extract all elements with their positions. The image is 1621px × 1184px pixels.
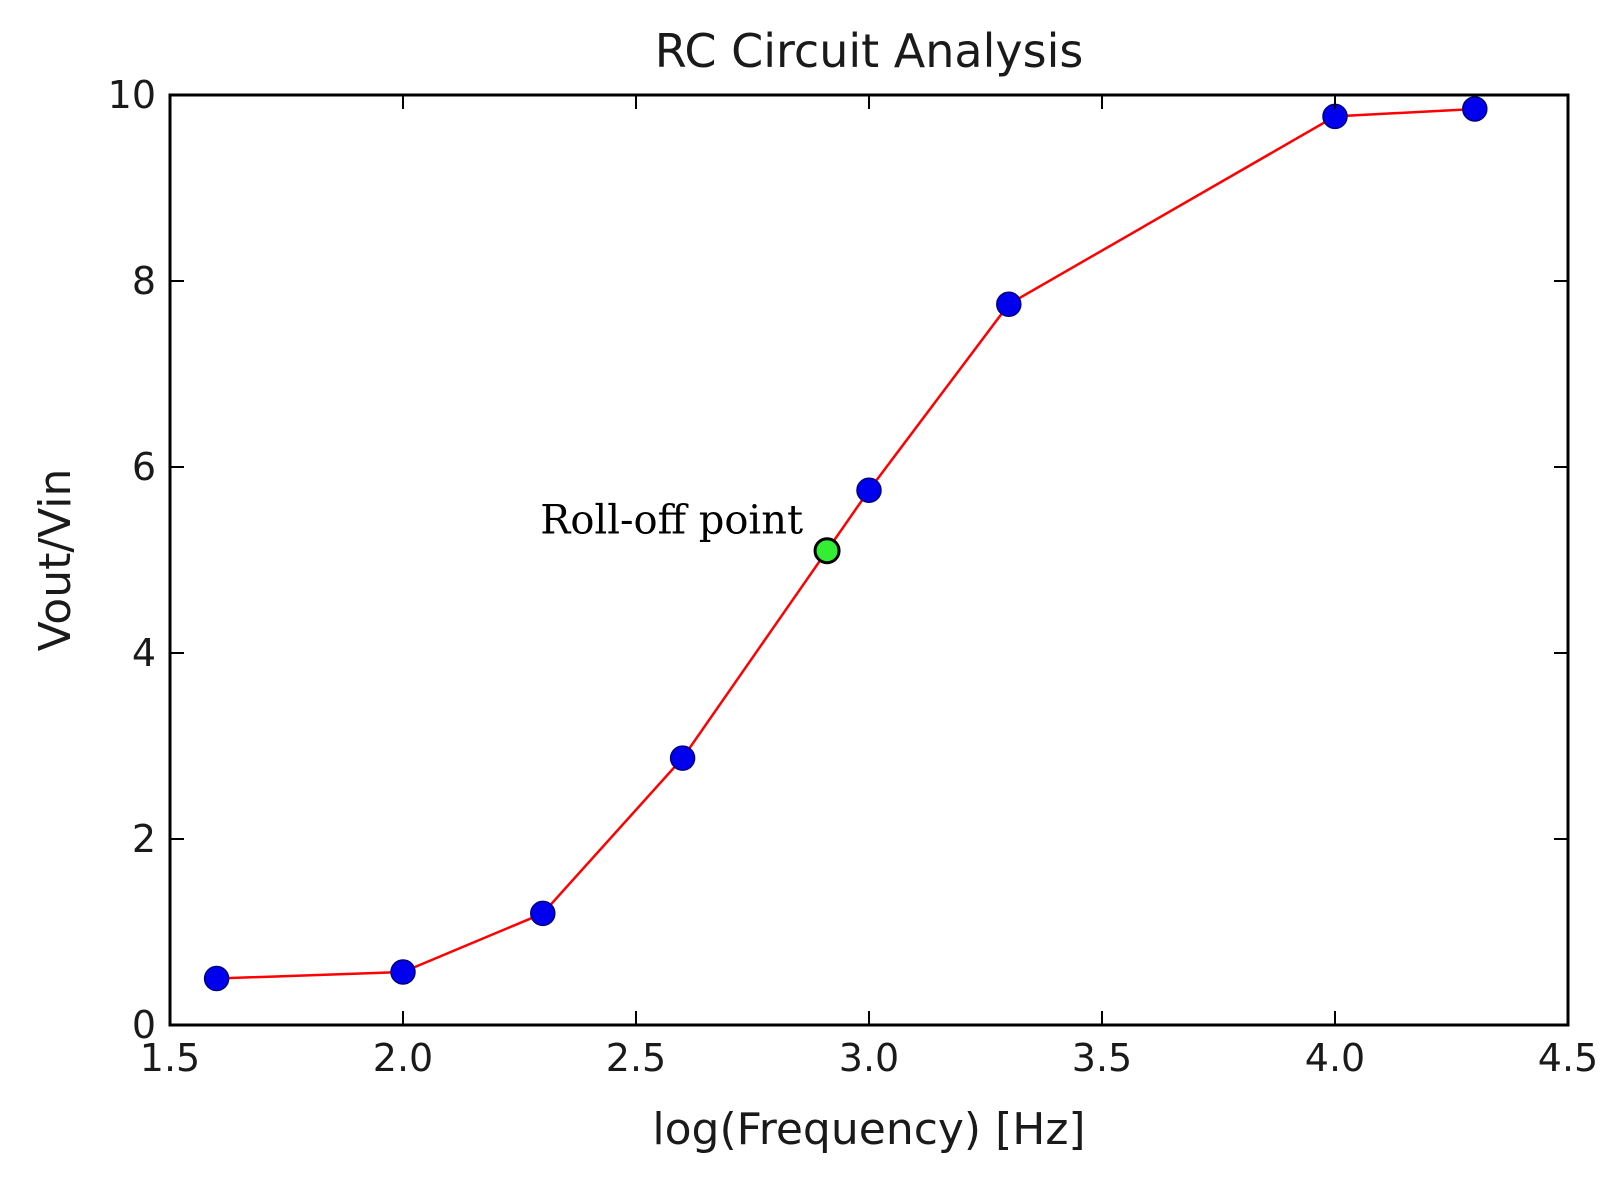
data-point: [856, 477, 882, 503]
y-tick-label: 4: [132, 631, 156, 675]
x-tick-label: 3.0: [839, 1036, 899, 1080]
data-point: [203, 965, 230, 992]
x-tick-label: 4.0: [1305, 1036, 1365, 1080]
data-point: [1462, 96, 1488, 122]
x-tick-label: 3.5: [1072, 1036, 1132, 1080]
y-tick-label: 6: [132, 445, 156, 489]
y-tick-label: 8: [132, 259, 156, 303]
data-point: [996, 291, 1022, 317]
data-point: [390, 959, 416, 985]
x-tick-label: 2.0: [373, 1036, 433, 1080]
rolloff-point-label: Roll-off point: [540, 498, 803, 544]
y-tick-label: 0: [132, 1003, 156, 1047]
plot-area: Roll-off point: [168, 93, 1570, 1027]
series-line: [216, 107, 1475, 980]
x-tick-label: 4.5: [1538, 1036, 1598, 1080]
plot-frame: [168, 93, 1570, 1027]
rolloff-point-marker: [813, 537, 841, 565]
x-tick-label: 2.5: [606, 1036, 666, 1080]
x-tick-label: 1.5: [140, 1036, 200, 1080]
y-tick-label: 10: [108, 73, 156, 117]
x-axis-label: log(Frequency) [Hz]: [652, 1104, 1085, 1155]
y-axis-label: Vout/Vin: [30, 469, 81, 652]
chart-title: RC Circuit Analysis: [655, 24, 1084, 78]
data-point: [669, 745, 696, 771]
y-tick-label: 2: [132, 817, 156, 861]
axis-ticks: 1.5 2.0 2.5 3.0 3.5 4.0 4.5 0 2 4 6 8 10: [108, 73, 1599, 1080]
data-point: [530, 900, 556, 927]
